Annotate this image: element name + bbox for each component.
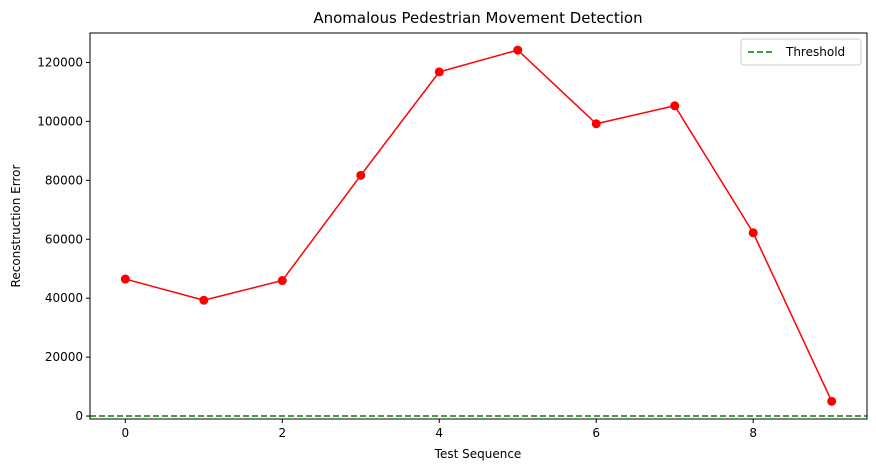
x-tick-label: 6 bbox=[592, 426, 600, 440]
x-tick-label: 4 bbox=[435, 426, 443, 440]
chart-title: Anomalous Pedestrian Movement Detection bbox=[313, 9, 642, 27]
data-point bbox=[356, 170, 366, 180]
y-tick-label: 60000 bbox=[45, 232, 83, 246]
y-tick-label: 20000 bbox=[45, 350, 83, 364]
legend-threshold-label: Threshold bbox=[785, 45, 845, 59]
legend-frame bbox=[740, 38, 862, 66]
y-tick-label: 100000 bbox=[37, 114, 83, 128]
x-tick-label: 8 bbox=[749, 426, 757, 440]
data-point bbox=[827, 396, 837, 406]
data-point bbox=[277, 276, 287, 286]
data-point bbox=[591, 119, 601, 129]
legend: Threshold bbox=[740, 38, 862, 66]
data-point bbox=[513, 45, 523, 55]
y-tick-label: 0 bbox=[75, 409, 83, 423]
y-tick-label: 40000 bbox=[45, 291, 83, 305]
data-point bbox=[670, 101, 680, 111]
x-tick-label: 0 bbox=[121, 426, 129, 440]
x-axis-label: Test Sequence bbox=[434, 447, 522, 461]
x-tick-label: 2 bbox=[278, 426, 286, 440]
y-tick-label: 80000 bbox=[45, 173, 83, 187]
data-point bbox=[748, 228, 758, 238]
series-line bbox=[125, 49, 833, 402]
data-point bbox=[199, 295, 209, 305]
y-tick-label: 120000 bbox=[37, 55, 83, 69]
plot-frame bbox=[89, 32, 868, 420]
plot-area bbox=[90, 45, 867, 417]
axis-ticks: 0 2 4 6 8 0 20000 40000 60000 80000 100000 120000 bbox=[37, 55, 757, 440]
data-point bbox=[120, 274, 130, 284]
y-axis-label: Reconstruction Error bbox=[9, 165, 23, 288]
data-point bbox=[434, 67, 444, 77]
